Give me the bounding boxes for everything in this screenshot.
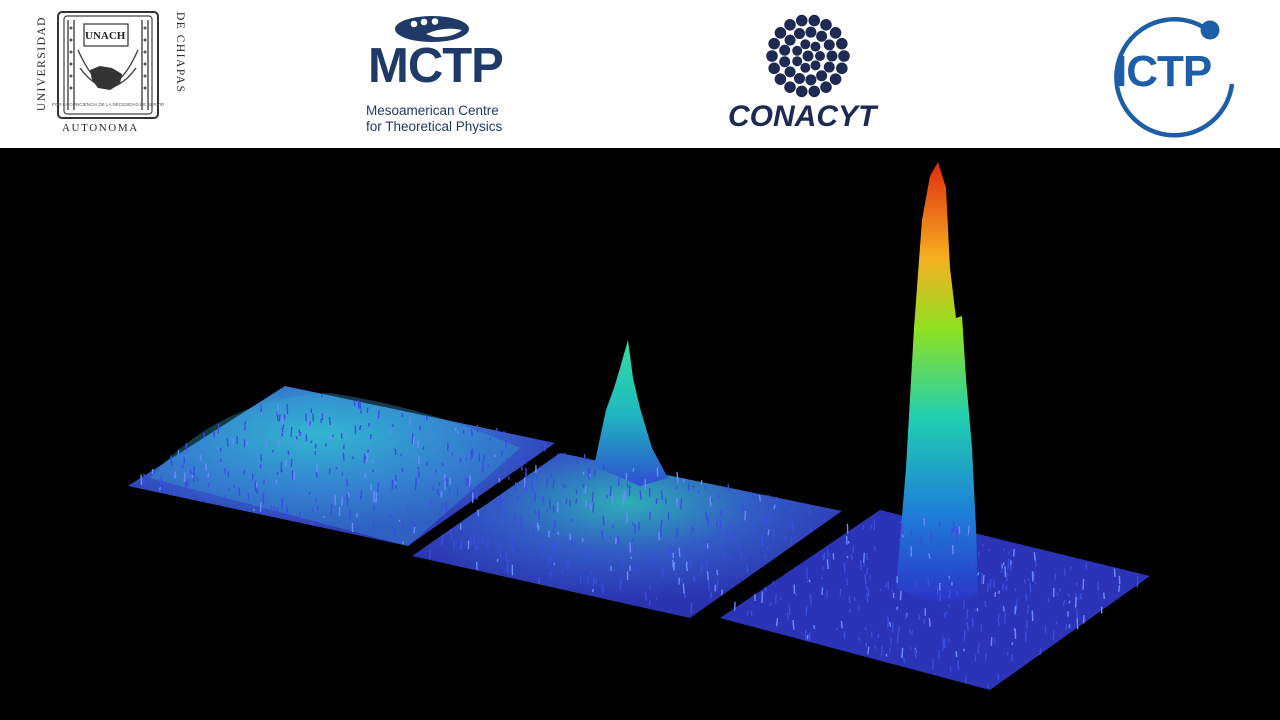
conacyt-dot <box>779 56 791 68</box>
conacyt-dot <box>826 50 838 62</box>
conacyt-dot <box>768 37 780 50</box>
conacyt-dot <box>800 62 811 73</box>
conacyt-dot <box>808 85 821 98</box>
conacyt-dot <box>829 27 842 39</box>
conacyt-dot <box>800 39 811 50</box>
unach-logo: POR LA CONCIENCIA DE LA NECESIDAD DE SER… <box>36 10 186 138</box>
conacyt-dot <box>836 62 848 75</box>
unach-right-text: DE CHIAPAS <box>174 12 186 94</box>
conacyt-dot <box>808 14 821 27</box>
bec-peaks-image <box>0 148 1280 720</box>
conacyt-dot <box>779 44 791 56</box>
conacyt-dot <box>774 27 787 39</box>
logo-bar: POR LA CONCIENCIA DE LA NECESIDAD DE SER… <box>0 0 1280 148</box>
conacyt-dot <box>784 81 796 93</box>
conacyt-dot <box>792 45 803 56</box>
conacyt-dot-emblem-icon <box>766 14 850 98</box>
unach-badge: UNACH <box>85 30 126 42</box>
conacyt-dot <box>810 60 821 71</box>
conacyt-dot <box>836 37 848 50</box>
ictp-logo: ICTP <box>1110 12 1242 138</box>
conacyt-dot <box>823 61 835 73</box>
conacyt-dot <box>838 50 850 62</box>
conacyt-dot <box>784 19 796 31</box>
conacyt-dot <box>820 81 832 93</box>
conacyt-dot <box>802 50 814 62</box>
conacyt-dot <box>805 26 817 38</box>
ictp-wordmark: ICTP <box>1115 47 1212 96</box>
conacyt-dot <box>792 56 803 67</box>
conacyt-dot <box>795 85 808 98</box>
mctp-subtitle-line2: for Theoretical Physics <box>366 119 503 134</box>
conacyt-wordmark: CONACYT <box>728 100 877 133</box>
conacyt-dot <box>784 34 796 46</box>
unach-shield-icon: POR LA CONCIENCIA DE LA NECESIDAD DE SER… <box>52 11 165 119</box>
conacyt-dot <box>795 14 808 27</box>
mctp-subtitle-line1: Mesoamerican Centre <box>366 103 499 118</box>
conacyt-dot <box>815 51 825 61</box>
conacyt-dot <box>816 70 828 82</box>
conacyt-dot <box>829 73 842 85</box>
conacyt-dot <box>805 74 817 86</box>
conacyt-dot <box>793 28 805 40</box>
ictp-orbit-icon <box>1114 17 1235 138</box>
conacyt-dot <box>793 72 805 84</box>
noise-spikes <box>140 394 1139 689</box>
right-peak <box>896 162 978 601</box>
conacyt-dot <box>816 30 828 42</box>
conacyt-dot <box>774 73 787 85</box>
left-plate <box>128 386 555 546</box>
mctp-emblem-icon <box>395 16 469 42</box>
unach-motto: POR LA CONCIENCIA DE LA NECESIDAD DE SER… <box>52 102 165 107</box>
conacyt-dot <box>768 62 780 75</box>
middle-peak <box>594 340 668 486</box>
unach-bottom-text: AUTONOMA <box>62 122 139 134</box>
conacyt-dot <box>820 19 832 31</box>
conacyt-dot <box>784 66 796 78</box>
middle-plate <box>412 453 842 618</box>
conacyt-dot <box>766 50 778 62</box>
conacyt-dot <box>810 41 821 52</box>
mctp-wordmark: MCTP <box>368 39 504 93</box>
unach-left-text: UNIVERSIDAD <box>36 16 48 112</box>
mctp-logo: MCTP Mesoamerican Centre for Theoretical… <box>366 14 508 138</box>
conacyt-logo: CONACYT <box>726 12 890 136</box>
conacyt-dot <box>823 39 835 51</box>
